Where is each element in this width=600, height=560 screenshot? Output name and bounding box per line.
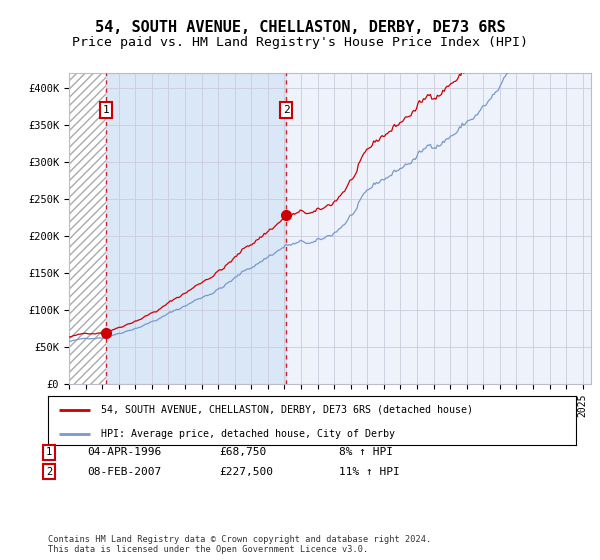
Text: 54, SOUTH AVENUE, CHELLASTON, DERBY, DE73 6RS (detached house): 54, SOUTH AVENUE, CHELLASTON, DERBY, DE7… <box>101 405 473 415</box>
Text: 08-FEB-2007: 08-FEB-2007 <box>87 466 161 477</box>
Text: 2: 2 <box>46 466 52 477</box>
Text: 11% ↑ HPI: 11% ↑ HPI <box>339 466 400 477</box>
Text: £68,750: £68,750 <box>219 447 266 458</box>
Text: 04-APR-1996: 04-APR-1996 <box>87 447 161 458</box>
Text: 1: 1 <box>46 447 52 458</box>
Bar <box>69 73 106 384</box>
Text: Contains HM Land Registry data © Crown copyright and database right 2024.
This d: Contains HM Land Registry data © Crown c… <box>48 535 431 554</box>
Bar <box>106 73 286 384</box>
Bar <box>286 73 591 384</box>
Text: 2: 2 <box>283 105 289 115</box>
Text: Price paid vs. HM Land Registry's House Price Index (HPI): Price paid vs. HM Land Registry's House … <box>72 36 528 49</box>
Text: 8% ↑ HPI: 8% ↑ HPI <box>339 447 393 458</box>
Text: £227,500: £227,500 <box>219 466 273 477</box>
Text: 54, SOUTH AVENUE, CHELLASTON, DERBY, DE73 6RS: 54, SOUTH AVENUE, CHELLASTON, DERBY, DE7… <box>95 20 505 35</box>
Text: 1: 1 <box>103 105 110 115</box>
Text: HPI: Average price, detached house, City of Derby: HPI: Average price, detached house, City… <box>101 430 395 440</box>
